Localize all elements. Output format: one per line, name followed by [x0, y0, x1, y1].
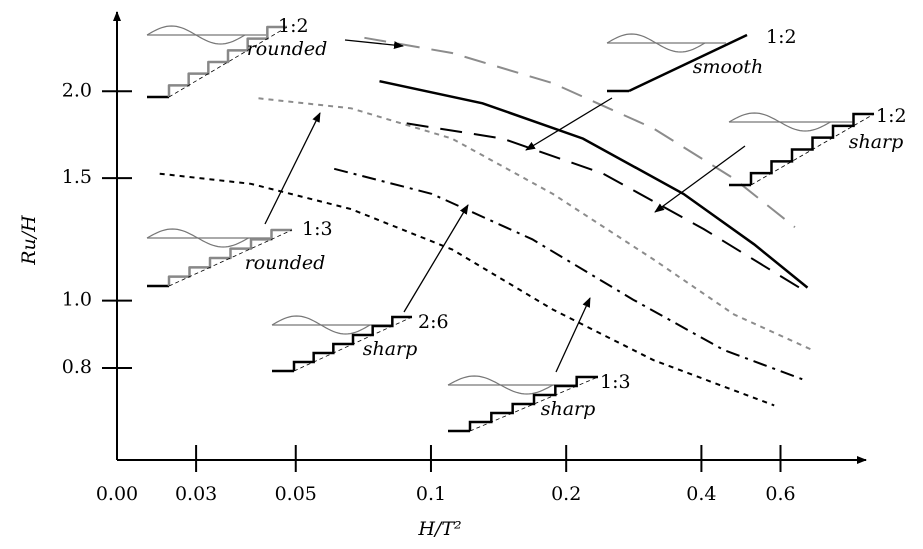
finish-label: rounded — [247, 38, 328, 60]
curve — [364, 36, 796, 228]
arrow — [344, 39, 404, 50]
slope-hint — [750, 113, 875, 186]
x-tick-label: 0.4 — [686, 483, 716, 505]
y-tick-label: 2.0 — [62, 79, 92, 101]
x-tick-label: 0.2 — [551, 483, 581, 505]
wave — [447, 375, 554, 395]
x-tick-label: 0.1 — [416, 483, 446, 505]
wave — [271, 315, 371, 335]
finish-label: smooth — [693, 56, 764, 78]
slope-hint — [293, 316, 413, 372]
wave — [146, 228, 249, 248]
slope-hint — [168, 229, 293, 287]
annotation-icon — [271, 315, 413, 373]
wave — [728, 112, 831, 132]
slope-label: 1:2 — [278, 15, 309, 37]
curve — [159, 172, 775, 407]
x-axis-label: H/T² — [417, 518, 461, 540]
slope-hint — [469, 376, 599, 432]
arrow — [555, 297, 591, 373]
curve — [406, 122, 804, 291]
annotation-icon — [146, 228, 293, 288]
curve — [333, 167, 805, 381]
arrow — [654, 145, 746, 213]
y-tick-label: 1.0 — [62, 289, 92, 311]
arrow — [264, 112, 321, 225]
y-tick-label: 1.5 — [62, 166, 92, 188]
x-tick-label: 0.03 — [175, 483, 217, 505]
y-axis-label: Ru/H — [18, 215, 40, 266]
x-tick-label: 0.6 — [765, 483, 795, 505]
slope-label: 1:2 — [876, 105, 907, 127]
slope-label: 1:3 — [600, 371, 631, 393]
annotation-icon — [146, 25, 288, 99]
slope-label: 1:3 — [302, 218, 333, 240]
slope-label: 1:2 — [766, 26, 797, 48]
arrow — [403, 204, 469, 313]
finish-label: sharp — [849, 131, 904, 153]
slope — [628, 33, 748, 93]
annotation-icon — [447, 375, 599, 433]
curve — [379, 79, 809, 289]
x-tick-label: 0.05 — [275, 483, 317, 505]
y-tick-label: 0.8 — [62, 356, 92, 378]
x-tick-label: 0.00 — [96, 483, 138, 505]
curve — [258, 97, 813, 352]
arrow — [525, 97, 613, 151]
slope-label: 2:6 — [418, 311, 449, 333]
slope-hint — [168, 26, 288, 98]
wave — [146, 25, 246, 45]
wave — [606, 33, 706, 53]
annotation-icon — [728, 112, 875, 187]
finish-label: rounded — [245, 252, 326, 274]
finish-label: sharp — [363, 338, 418, 360]
annotation-icon — [606, 33, 748, 93]
finish-label: sharp — [541, 398, 596, 420]
